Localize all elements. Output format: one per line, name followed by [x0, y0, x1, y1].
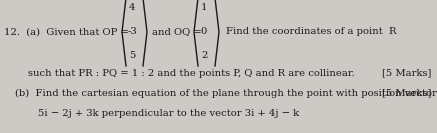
- Text: -3: -3: [127, 28, 137, 36]
- Text: and OQ =: and OQ =: [152, 28, 202, 36]
- Text: [5 Marks]: [5 Marks]: [382, 88, 431, 97]
- Text: 4: 4: [129, 3, 135, 13]
- Text: 5i − 2j + 3k perpendicular to the vector 3i + 4j − k: 5i − 2j + 3k perpendicular to the vector…: [38, 109, 299, 117]
- Text: 2: 2: [201, 51, 207, 61]
- Text: 5: 5: [129, 51, 135, 61]
- Text: [5 Marks]: [5 Marks]: [382, 68, 431, 78]
- Text: such that PR : PQ = 1 : 2 and the points P, Q and R are collinear.: such that PR : PQ = 1 : 2 and the points…: [28, 68, 355, 78]
- Text: (b)  Find the cartesian equation of the plane through the point with position ve: (b) Find the cartesian equation of the p…: [15, 88, 437, 98]
- Text: 1: 1: [201, 3, 207, 13]
- Text: 0: 0: [201, 28, 207, 36]
- Text: Find the coordinates of a point  R: Find the coordinates of a point R: [226, 28, 396, 36]
- Text: 12.  (a)  Given that OP =: 12. (a) Given that OP =: [4, 28, 132, 36]
